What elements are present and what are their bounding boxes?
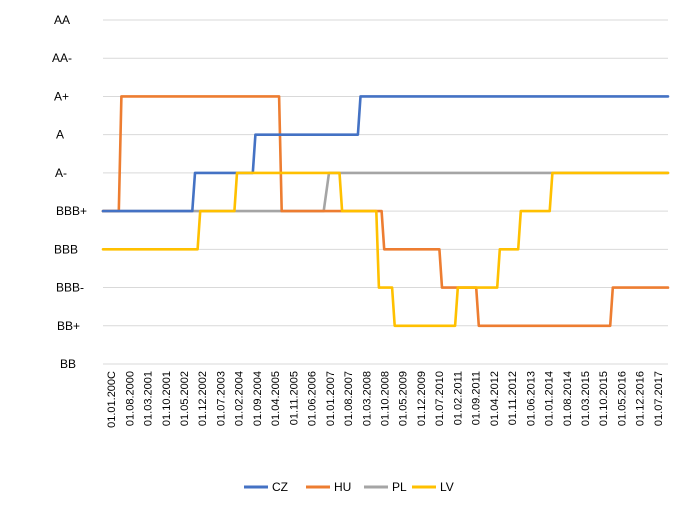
series-line-pl [101, 171, 670, 213]
y-tick-label: BBB+ [56, 204, 87, 218]
x-tick-label: 01.10.2001 [161, 371, 173, 426]
y-tick-label: BB [60, 357, 76, 371]
x-tick-label: 01.09.2011 [471, 371, 483, 425]
y-tick-label: BB+ [57, 319, 80, 333]
legend-label-pl: PL [392, 480, 407, 494]
x-tick-label: 01.10.2015 [598, 371, 610, 426]
x-tick-label: 01.07.2010 [434, 371, 446, 426]
y-tick-label: A+ [54, 89, 69, 103]
legend-label-cz: CZ [272, 480, 288, 494]
series-lines [101, 95, 670, 328]
x-tick-label: 01.07.2017 [653, 371, 665, 426]
x-tick-label: 01.12.2016 [635, 371, 647, 426]
x-tick-label: 01.12.2002 [197, 371, 209, 426]
x-tick-label: 01.03.2001 [143, 371, 155, 426]
x-tick-label: 01.01.2007 [325, 371, 337, 426]
x-tick-label: 01.06.2006 [307, 371, 319, 426]
x-tick-label: 01.01.200C [106, 371, 118, 428]
x-tick-label: 01.02.2011 [452, 371, 464, 425]
x-tick-label: 01.01.2014 [544, 371, 556, 426]
x-tick-label: 01.03.2008 [361, 371, 373, 426]
series-line-hu [101, 95, 670, 328]
y-tick-label: AA- [52, 51, 72, 65]
x-tick-label: 01.07.2003 [215, 371, 227, 426]
x-tick-label: 01.03.2015 [580, 371, 592, 426]
legend-label-lv: LV [440, 480, 454, 494]
x-tick-label: 01.12.2009 [416, 371, 428, 426]
x-tick-label: 01.06.2013 [525, 371, 537, 426]
x-tick-label: 01.08.2014 [562, 371, 574, 426]
x-tick-label: 01.08.2007 [343, 371, 355, 426]
y-tick-label: BBB [54, 242, 78, 256]
y-tick-label: A [56, 128, 64, 142]
y-tick-label: A- [55, 166, 67, 180]
x-tick-label: 01.11.2012 [507, 371, 519, 425]
x-tick-label: 01.02.2004 [234, 371, 246, 426]
legend: CZ HU PL LV [244, 480, 454, 494]
x-axis-labels: 01.01.200C 01.08.2000 01.03.2001 01.10.2001… [106, 371, 665, 428]
legend-label-hu: HU [334, 480, 351, 494]
series-line-cz [101, 95, 670, 213]
x-tick-label: 01.10.2008 [380, 371, 392, 426]
x-tick-label: 01.04.2012 [489, 371, 501, 426]
x-tick-label: 01.05.2002 [179, 371, 191, 426]
y-tick-label: AA [54, 13, 70, 27]
x-tick-label: 01.08.2000 [124, 371, 136, 426]
series-line-lv [101, 171, 670, 328]
y-tick-label: BBB- [56, 281, 84, 295]
x-tick-label: 01.05.2016 [616, 371, 628, 426]
x-tick-label: 01.11.2005 [288, 371, 300, 425]
x-tick-label: 01.09.2004 [252, 371, 264, 426]
x-tick-label: 01.04.2005 [270, 371, 282, 426]
gridlines [103, 19, 668, 365]
x-tick-label: 01.05.2009 [398, 371, 410, 426]
y-axis-labels: BB BB+ BBB- BBB BBB+ A- A A+ AA- AA [52, 13, 87, 371]
